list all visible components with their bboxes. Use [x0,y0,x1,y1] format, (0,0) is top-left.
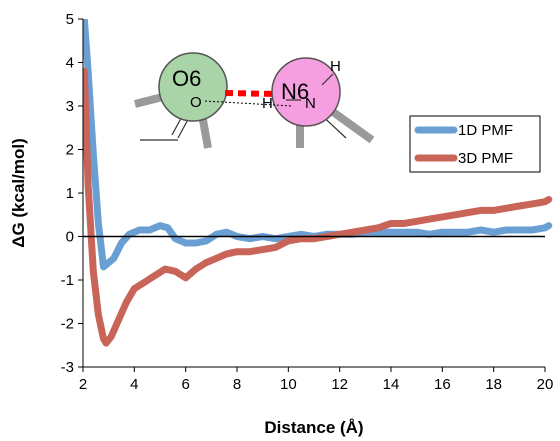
y-axis-title: ΔG (kcal/mol) [9,138,28,248]
x-tick-label: 16 [434,376,451,393]
y-tick-label: 3 [66,98,74,115]
o6-label: O6 [172,66,201,91]
o6-atom [158,52,228,122]
x-axis-title: Distance (Å) [264,418,363,437]
hydrogen-bond-inset: O6 O N6 N H H [134,52,375,149]
y-tick-label: 1 [66,185,74,202]
legend-label-3d-pmf: 3D PMF [458,150,513,167]
h-top-label: H [330,58,341,75]
x-tick-label: 2 [79,376,87,393]
y-tick-label: -3 [61,359,74,376]
h-mid-label: H [262,95,273,112]
x-tick-label: 4 [130,376,138,393]
hbond-red-dashes [224,90,277,97]
n6-sub-label: N [305,95,316,112]
x-tick-label: 20 [537,376,554,393]
x-tick-label: 6 [181,376,189,393]
series-layer [83,19,553,347]
n6-h-top-bond [321,73,334,86]
legend-label-1d-pmf: 1D PMF [458,122,513,139]
x-tick-label: 14 [383,376,400,393]
legend-box [409,115,541,173]
x-tick-label: 12 [331,376,348,393]
series-line-1d-pmf [83,19,553,271]
x-tick-label: 18 [485,376,502,393]
y-tick-label: 2 [66,142,74,159]
series-line-3d-pmf [83,67,553,347]
hbond-dotted-line [204,100,293,107]
n6-label: N6 [281,79,309,104]
x-tick-label: 10 [280,376,297,393]
y-tick-label: 4 [66,55,74,72]
o6-sub-label: O [190,94,202,111]
y-tick-label: -1 [61,272,74,289]
y-tick-label: -2 [61,316,74,333]
y-tick-label: 5 [66,11,74,28]
y-tick-label: 0 [66,229,74,246]
x-tick-label: 8 [233,376,241,393]
legend: 1D PMF 3D PMF [409,115,541,173]
